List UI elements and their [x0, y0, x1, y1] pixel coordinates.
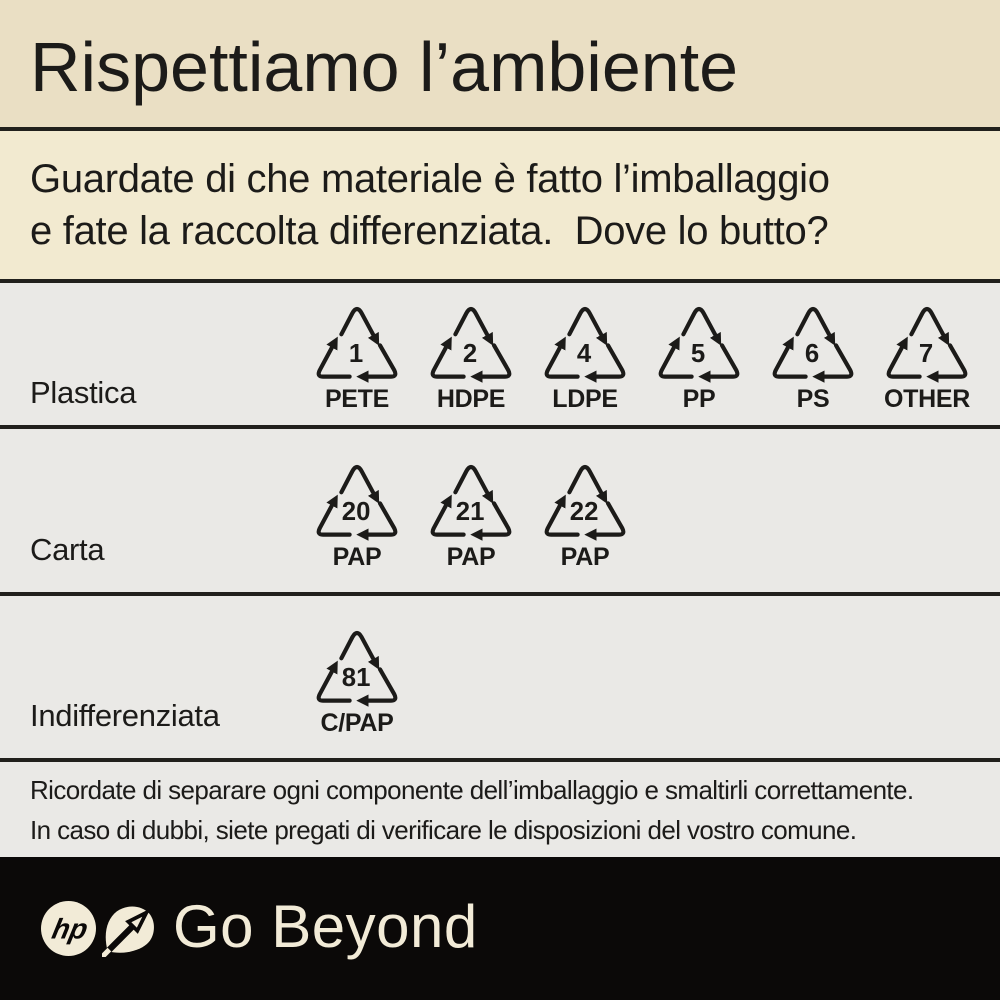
recycling-symbol: 81 C/PAP — [311, 627, 403, 736]
material-label: PP — [682, 385, 716, 413]
subtitle-section: Guardate di che materiale è fatto l’imba… — [0, 131, 1000, 283]
recycling-triangle-icon: 5 — [658, 306, 740, 383]
recycling-symbol: 21 PAP — [425, 461, 517, 570]
material-label: LDPE — [552, 385, 618, 413]
material-label: HDPE — [436, 385, 506, 413]
recycling-triangle-icon: 1 — [316, 306, 398, 383]
recycling-triangle-icon: 20 — [316, 464, 398, 541]
material-label: PAP — [446, 543, 496, 571]
recycling-code: 20 — [342, 498, 371, 526]
recycling-symbol: 4 LDPE — [539, 303, 631, 412]
recycling-triangle-icon: 22 — [544, 464, 626, 541]
row-label-indifferenziata: Indifferenziata — [30, 698, 220, 733]
title-section: Rispettiamo l’ambiente — [0, 0, 1000, 131]
recycling-triangle-icon: 2 — [430, 306, 512, 383]
recycling-code: 6 — [805, 340, 819, 368]
footer: hp Go Beyond — [0, 857, 1000, 1000]
recycling-code: 2 — [463, 340, 477, 368]
row-label-carta: Carta — [30, 532, 105, 567]
row-indifferenziata: Indifferenziata 81 C/PAP — [0, 596, 1000, 762]
note-line-2: In caso di dubbi, siete pregati di verif… — [30, 814, 857, 845]
hp-logo: hp — [41, 901, 96, 956]
subtitle-line-2: e fate la raccolta differenziata. Dove l… — [30, 209, 829, 253]
subtitle-line-1: Guardate di che materiale è fatto l’imba… — [30, 157, 830, 201]
recycling-symbol: 22 PAP — [539, 461, 631, 570]
hp-logo-text: hp — [49, 914, 90, 946]
plastica-symbols: 1 PETE 2 HDPE 4 LDPE 5 PP 6 PS 7 OTHER — [311, 303, 973, 412]
recycling-symbol: 5 PP — [653, 303, 745, 412]
footer-tagline: Go Beyond — [173, 893, 478, 960]
material-label: PAP — [332, 543, 382, 571]
recycling-symbol: 20 PAP — [311, 461, 403, 570]
material-label: PETE — [324, 385, 390, 413]
recycling-code: 22 — [570, 498, 599, 526]
indifferenziata-symbols: 81 C/PAP — [311, 627, 403, 736]
row-carta: Carta 20 PAP 21 PAP 22 PAP — [0, 429, 1000, 596]
recycling-triangle-icon: 21 — [430, 464, 512, 541]
material-label: PAP — [560, 543, 610, 571]
recycling-symbol: 6 PS — [767, 303, 859, 412]
recycling-code: 7 — [919, 340, 933, 368]
page-title: Rispettiamo l’ambiente — [30, 27, 739, 106]
recycling-triangle-icon: 6 — [772, 306, 854, 383]
recycling-triangle-icon: 81 — [316, 630, 398, 707]
recycling-symbol: 1 PETE — [311, 303, 403, 412]
recycling-code: 1 — [349, 340, 363, 368]
recycling-symbol: 7 OTHER — [881, 303, 973, 412]
recycling-code: 81 — [342, 664, 371, 692]
go-beyond-arrow-icon — [102, 906, 154, 957]
row-label-plastica: Plastica — [30, 375, 137, 410]
note-line-1: Ricordate di separare ogni componente de… — [30, 774, 914, 805]
recycling-symbol: 2 HDPE — [425, 303, 517, 412]
recycling-code: 4 — [577, 340, 592, 368]
material-label: C/PAP — [320, 709, 394, 737]
note-section: Ricordate di separare ogni componente de… — [0, 762, 1000, 857]
row-plastica: Plastica 1 PETE 2 HDPE 4 LDPE 5 PP 6 PS — [0, 283, 1000, 429]
recycling-code: 5 — [691, 340, 705, 368]
material-label: OTHER — [883, 385, 970, 413]
recycling-code: 21 — [456, 498, 485, 526]
recycling-triangle-icon: 4 — [544, 306, 626, 383]
recycling-triangle-icon: 7 — [886, 306, 968, 383]
carta-symbols: 20 PAP 21 PAP 22 PAP — [311, 461, 631, 570]
material-label: PS — [796, 385, 830, 413]
